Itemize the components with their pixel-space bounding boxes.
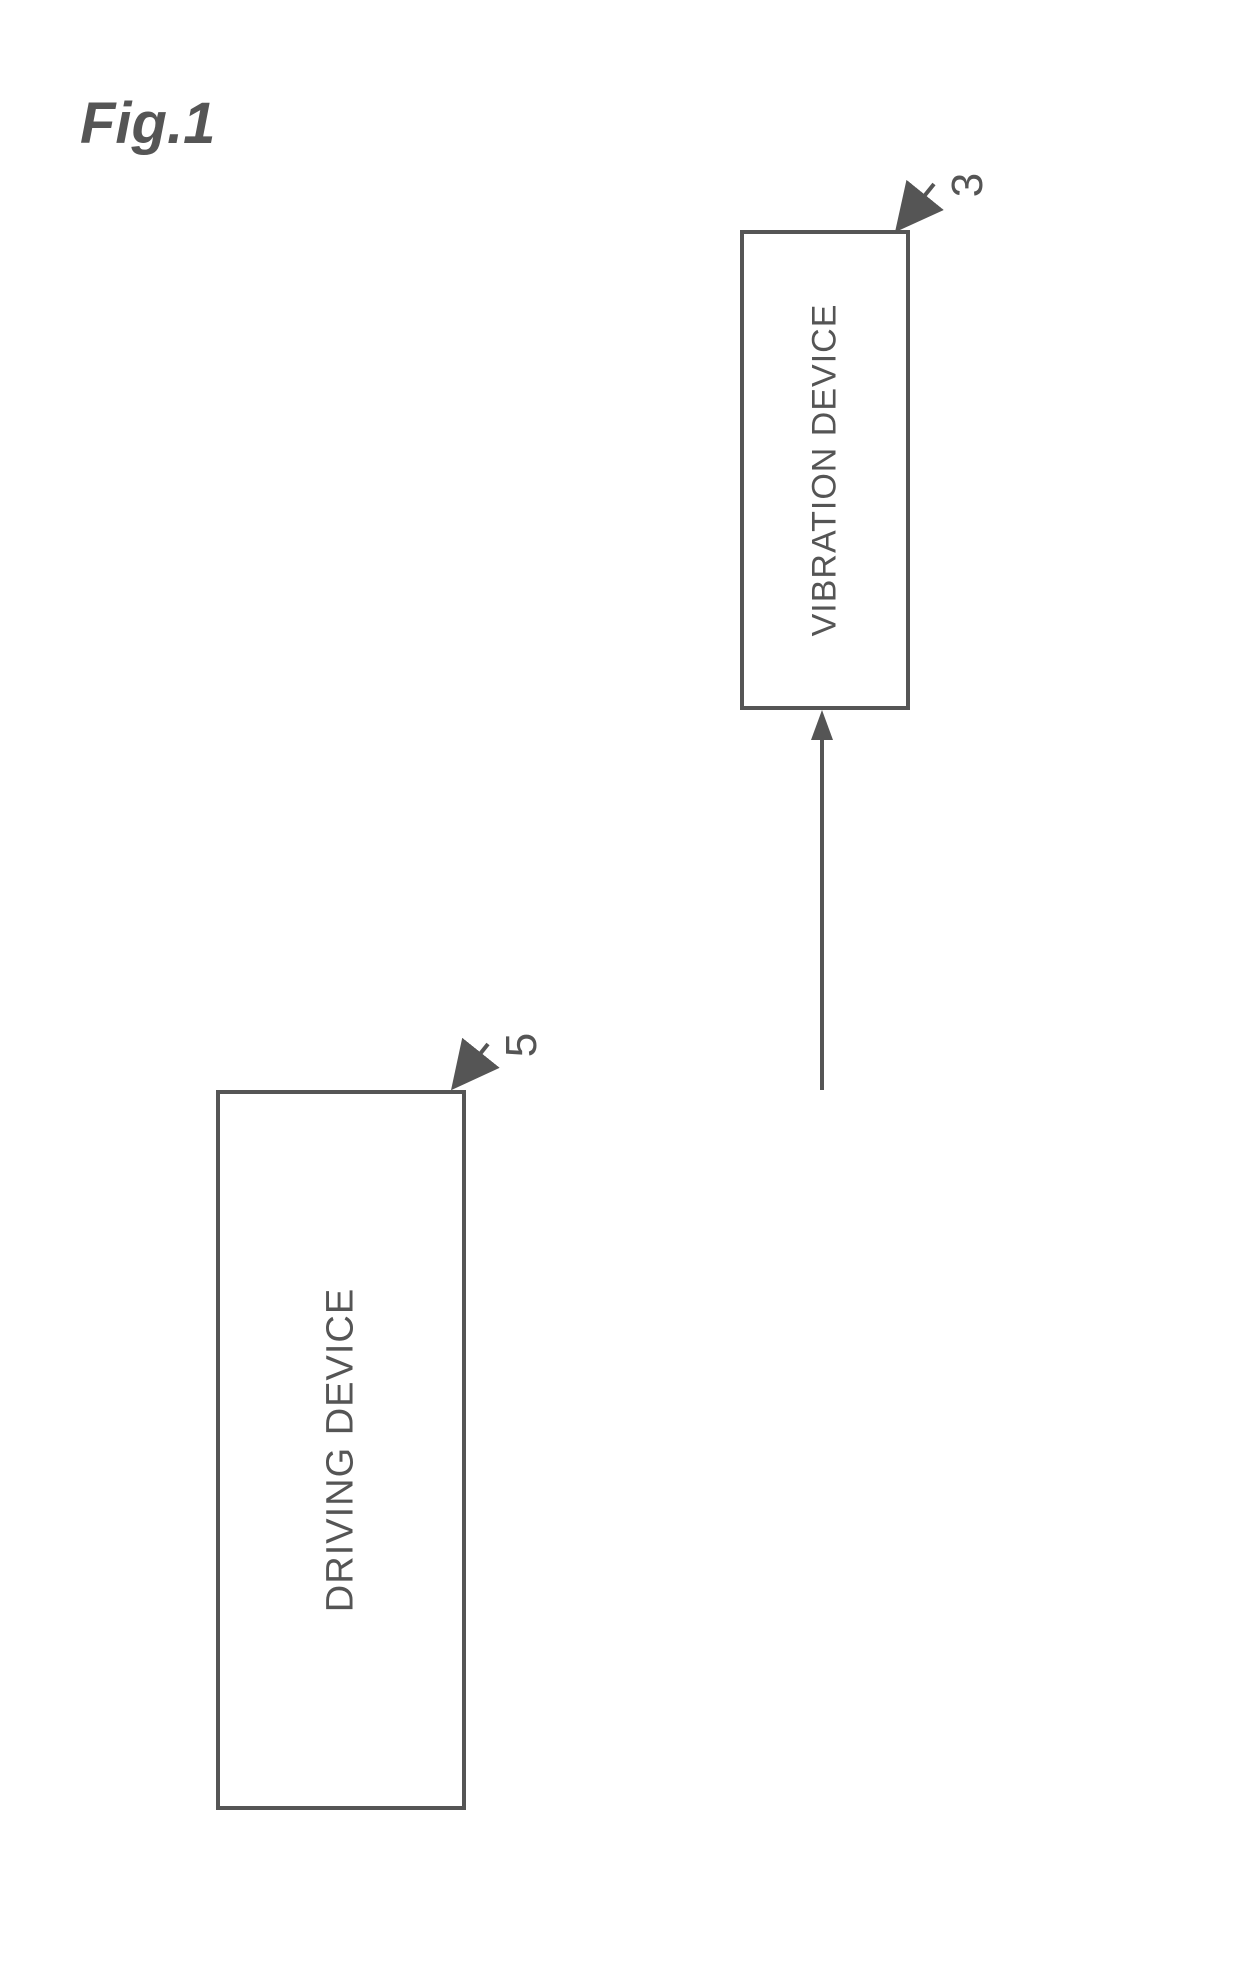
- driving-to-vibration-arrow: [0, 0, 1240, 1986]
- figure-canvas: Fig.1 1 DRIVING DEVICE 5 VIBRATION DEVIC…: [0, 0, 1240, 1986]
